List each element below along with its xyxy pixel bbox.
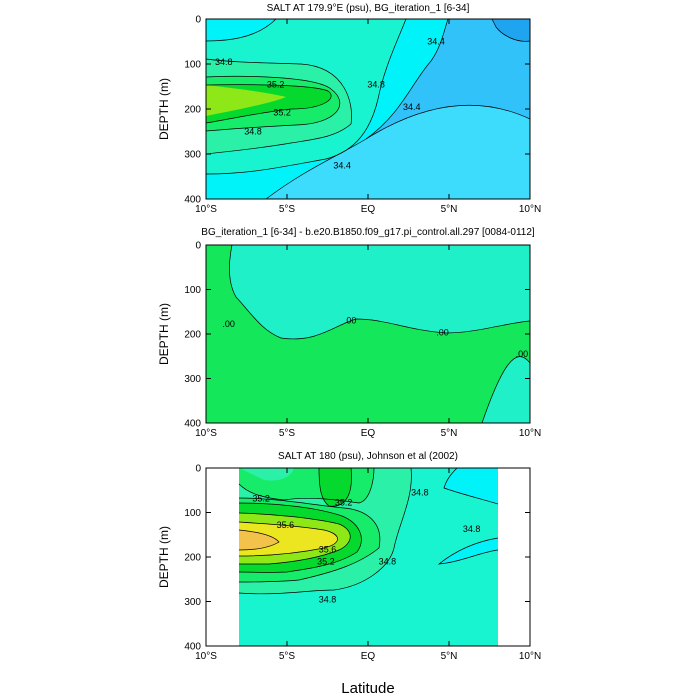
fill-region xyxy=(229,245,530,339)
x-tick-label: 10°N xyxy=(519,428,541,439)
fill-region xyxy=(482,356,530,423)
contour-label: 34.4 xyxy=(403,102,421,112)
x-axis-label: Latitude xyxy=(341,680,394,697)
contour-label: 35.2 xyxy=(317,556,335,566)
y-tick-label: 400 xyxy=(184,195,201,206)
contour-label: .00 xyxy=(222,319,235,329)
x-tick-label: EQ xyxy=(361,204,376,215)
panel-model-salinity: SALT AT 179.9°E (psu), BG_iteration_1 [6… xyxy=(157,3,541,215)
panel1-title: SALT AT 179.9°E (psu), BG_iteration_1 [6… xyxy=(267,3,470,14)
contour-label: .00 xyxy=(516,349,529,359)
y-tick-label: 0 xyxy=(195,464,201,475)
contour-label: 34.8 xyxy=(463,524,481,534)
y-tick-label: 100 xyxy=(184,60,201,71)
panel-observed-salinity: SALT AT 180 (psu), Johnson et al (2002) xyxy=(157,451,541,697)
panel-difference: BG_iteration_1 [6-34] - b.e20.B1850.f09_… xyxy=(157,227,541,439)
contour-lines xyxy=(238,467,499,595)
fill-region xyxy=(492,19,530,42)
contour-label: 35.2 xyxy=(267,79,285,89)
contour-label: 34.8 xyxy=(244,127,262,137)
contour-label: .00 xyxy=(344,316,357,326)
fill-region xyxy=(239,530,279,550)
x-tick-label: 10°N xyxy=(519,651,541,662)
y-tick-label: 300 xyxy=(184,597,201,608)
contour-label: .00 xyxy=(436,328,449,338)
x-tick-label: 5°S xyxy=(279,651,296,662)
fill-region xyxy=(444,468,498,504)
y-tick-label: 200 xyxy=(184,553,201,564)
x-tick-label: 10°S xyxy=(195,651,217,662)
x-tick-label: 5°S xyxy=(279,204,296,215)
y-tick-label: 0 xyxy=(195,241,201,252)
y-tick-label: 300 xyxy=(184,374,201,385)
contour-lines xyxy=(229,244,531,424)
y-tick-label: 400 xyxy=(184,642,201,653)
fill-region xyxy=(319,468,352,507)
contour-label: 34.8 xyxy=(411,487,429,497)
x-tick-label: 5°N xyxy=(441,428,458,439)
panel3-title: SALT AT 180 (psu), Johnson et al (2002) xyxy=(278,451,458,462)
x-tick-label: EQ xyxy=(361,428,376,439)
contour-label: 34.8 xyxy=(367,79,385,89)
x-tick-label: 10°S xyxy=(195,204,217,215)
contour-label: 34.8 xyxy=(215,57,233,67)
contour-label: 35.6 xyxy=(277,520,295,530)
panel3-y-axis-label: DEPTH (m) xyxy=(157,526,171,588)
y-tick-label: 200 xyxy=(184,105,201,116)
contour-labels: .00 .00 .00 .00 xyxy=(222,316,528,359)
y-tick-label: 200 xyxy=(184,330,201,341)
x-tick-label: 10°N xyxy=(519,204,541,215)
panel1-axes: 10°S 5°S EQ 5°N 10°N 0 100 200 300 400 xyxy=(184,15,541,216)
y-tick-label: 300 xyxy=(184,150,201,161)
contour-labels: 35.2 35.6 35.6 35.2 35.2 34.8 34.8 34.8 34.8 xyxy=(252,487,480,604)
panel3-axes: 10°S 5°S EQ 5°N 10°N 0 100 200 300 400 xyxy=(184,464,541,663)
y-tick-label: 100 xyxy=(184,508,201,519)
x-tick-label: 5°N xyxy=(441,651,458,662)
y-tick-label: 100 xyxy=(184,285,201,296)
x-tick-label: 5°N xyxy=(441,204,458,215)
contour-label: 34.8 xyxy=(319,594,337,604)
fill-region xyxy=(206,19,276,41)
panel1-y-axis-label: DEPTH (m) xyxy=(157,78,171,140)
x-tick-label: EQ xyxy=(361,651,376,662)
contour-lines xyxy=(205,18,531,200)
contour-labels: 34.8 35.2 35.2 34.8 34.8 34.4 34.4 34.4 xyxy=(215,37,445,171)
panel2-y-axis-label: DEPTH (m) xyxy=(157,303,171,365)
fill-region xyxy=(206,85,286,116)
x-tick-label: 5°S xyxy=(279,428,296,439)
x-tick-label: 10°S xyxy=(195,428,217,439)
contour-label: 35.2 xyxy=(335,498,353,508)
contour-label: 34.4 xyxy=(333,160,351,170)
contour-label: 34.8 xyxy=(379,556,397,566)
panel2-title: BG_iteration_1 [6-34] - b.e20.B1850.f09_… xyxy=(201,227,535,238)
y-tick-label: 0 xyxy=(195,15,201,26)
contour-label: 35.2 xyxy=(273,108,291,118)
contour-label: 35.2 xyxy=(252,493,270,503)
panel2-axes: 10°S 5°S EQ 5°N 10°N 0 100 200 300 400 xyxy=(184,241,541,440)
y-tick-label: 400 xyxy=(184,419,201,430)
contour-label: 35.6 xyxy=(319,544,337,554)
fill-region xyxy=(439,538,498,564)
contour-label: 34.4 xyxy=(427,37,445,47)
